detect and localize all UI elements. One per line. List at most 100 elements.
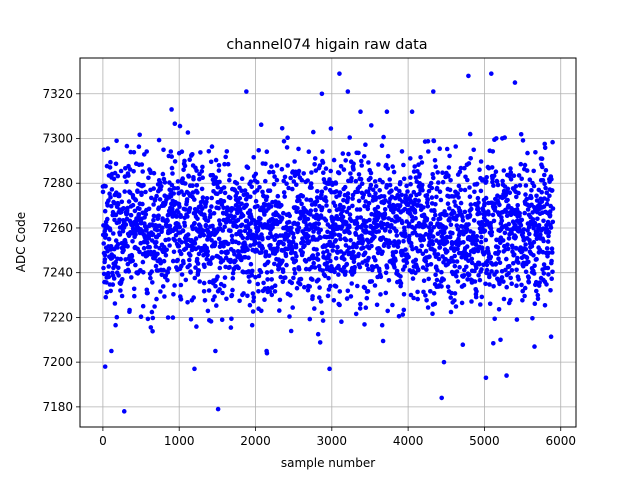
data-point: [504, 213, 510, 218]
data-point: [381, 194, 387, 199]
data-point: [237, 298, 242, 304]
data-point: [305, 287, 311, 293]
data-point: [247, 208, 253, 213]
data-point: [457, 169, 463, 175]
data-point: [215, 185, 221, 190]
data-point: [321, 170, 326, 175]
data-point: [221, 199, 227, 204]
data-point: [251, 295, 257, 300]
data-point: [502, 135, 508, 140]
data-point: [518, 161, 524, 167]
data-point: [460, 214, 465, 220]
data-point: [423, 223, 428, 228]
data-point: [206, 288, 212, 293]
data-point: [413, 257, 419, 263]
data-point: [228, 228, 233, 234]
data-point: [319, 189, 325, 195]
data-point: [217, 287, 222, 292]
data-point: [281, 210, 286, 216]
data-point: [478, 159, 484, 164]
data-point: [111, 231, 116, 236]
data-point: [333, 238, 339, 243]
data-point: [417, 191, 422, 197]
data-point: [331, 157, 337, 163]
data-point: [323, 185, 328, 191]
data-point: [130, 239, 135, 244]
data-point: [265, 259, 271, 265]
data-point: [546, 272, 551, 277]
data-point: [354, 220, 360, 226]
data-point: [111, 254, 117, 259]
data-point: [535, 296, 541, 302]
data-point: [457, 265, 462, 270]
data-point: [125, 205, 130, 211]
data-point: [413, 270, 418, 276]
data-point: [499, 215, 504, 220]
data-point: [180, 228, 186, 233]
data-point: [477, 211, 483, 216]
data-point: [118, 288, 123, 293]
data-point: [506, 236, 512, 241]
data-point: [534, 193, 539, 199]
data-point: [519, 217, 525, 223]
data-point: [317, 163, 323, 168]
data-point: [103, 184, 108, 189]
data-point: [239, 188, 244, 193]
data-point: [507, 263, 512, 269]
data-point: [131, 286, 137, 292]
data-point: [325, 264, 330, 270]
data-point: [346, 205, 352, 211]
data-point: [105, 216, 110, 222]
data-point: [275, 245, 280, 250]
data-point: [478, 188, 484, 194]
data-point: [239, 176, 245, 181]
data-point: [342, 184, 348, 190]
x-tick-label: 3000: [317, 434, 348, 448]
data-point: [115, 256, 120, 262]
data-point: [530, 210, 535, 215]
data-point: [317, 285, 322, 290]
data-point: [416, 267, 421, 273]
data-point: [447, 259, 453, 265]
data-point: [255, 203, 260, 209]
data-point: [394, 233, 400, 238]
data-point: [221, 205, 226, 211]
y-tick-label: 7240: [42, 266, 73, 280]
outlier-point: [439, 395, 444, 401]
data-point: [267, 188, 273, 193]
data-point: [188, 317, 194, 322]
data-point: [330, 243, 336, 249]
data-point: [192, 220, 197, 226]
data-point: [366, 255, 371, 261]
data-point: [258, 216, 263, 222]
data-point: [455, 279, 461, 284]
data-point: [425, 197, 431, 203]
data-point: [508, 170, 514, 175]
data-point: [213, 157, 219, 163]
data-point: [256, 289, 261, 294]
data-point: [222, 190, 228, 196]
data-point: [452, 298, 457, 303]
data-point: [410, 246, 415, 252]
data-point: [404, 183, 409, 189]
x-axis-label: sample number: [281, 456, 375, 470]
data-point: [366, 200, 372, 206]
data-point: [453, 304, 459, 309]
data-point: [443, 225, 449, 230]
data-point: [466, 161, 472, 166]
data-point: [113, 161, 119, 167]
data-point: [103, 232, 109, 238]
data-point: [505, 246, 511, 252]
data-point: [270, 169, 276, 175]
data-point: [175, 179, 181, 184]
data-point: [187, 263, 192, 268]
data-point: [437, 189, 443, 194]
data-point: [503, 209, 509, 215]
data-point: [373, 195, 379, 200]
outlier-point: [319, 91, 325, 97]
data-point: [230, 276, 236, 281]
data-point: [358, 215, 364, 220]
data-point: [292, 267, 297, 272]
data-point: [312, 306, 317, 311]
data-point: [323, 166, 329, 171]
